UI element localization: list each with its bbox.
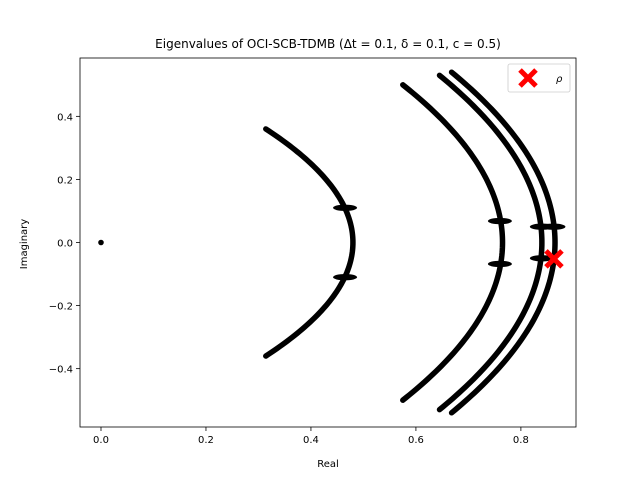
x-tick-label: 0.0 [93,435,109,446]
eigenvalue-cluster [529,255,554,262]
eigenvalue-cluster [333,273,358,281]
y-tick-label: 0.4 [57,112,73,123]
eigenvalue-arc-1 [263,126,356,359]
legend-rho-marker [518,68,538,88]
eigenvalue-arc-3 [436,72,545,413]
eigenvalue-arc-2 [400,82,506,403]
x-tick-label: 0.8 [513,435,529,446]
y-tick-label: −0.2 [49,302,73,313]
x-axis-label: Real [317,459,339,470]
eigenvalue-cluster [487,260,512,268]
x-tick-label: 0.4 [303,435,319,446]
eigenvalue-cluster [333,204,358,212]
plot-area: 0.0 0.2 0.4 0.6 0.8 −0.4 −0.2 0.0 0.2 0.4 [49,57,577,446]
legend: ρ [507,63,571,93]
legend-rho-label: ρ [556,74,563,85]
eigenvalue-cluster [487,217,512,225]
rho-marker [544,249,564,269]
y-axis-label: Imaginary [19,219,30,270]
eigenvalue-arc-4 [448,69,558,416]
y-tick-label: 0.0 [57,239,73,250]
data-point [98,239,104,246]
y-tick-label: −0.4 [49,365,73,376]
x-tick-label: 0.6 [408,435,424,446]
y-tick-label: 0.2 [57,175,73,186]
eigenvalue-cluster [541,223,566,230]
chart-title: Eigenvalues of OCI-SCB-TDMB (Δt = 0.1, δ… [155,37,501,51]
x-tick-label: 0.2 [198,435,214,446]
